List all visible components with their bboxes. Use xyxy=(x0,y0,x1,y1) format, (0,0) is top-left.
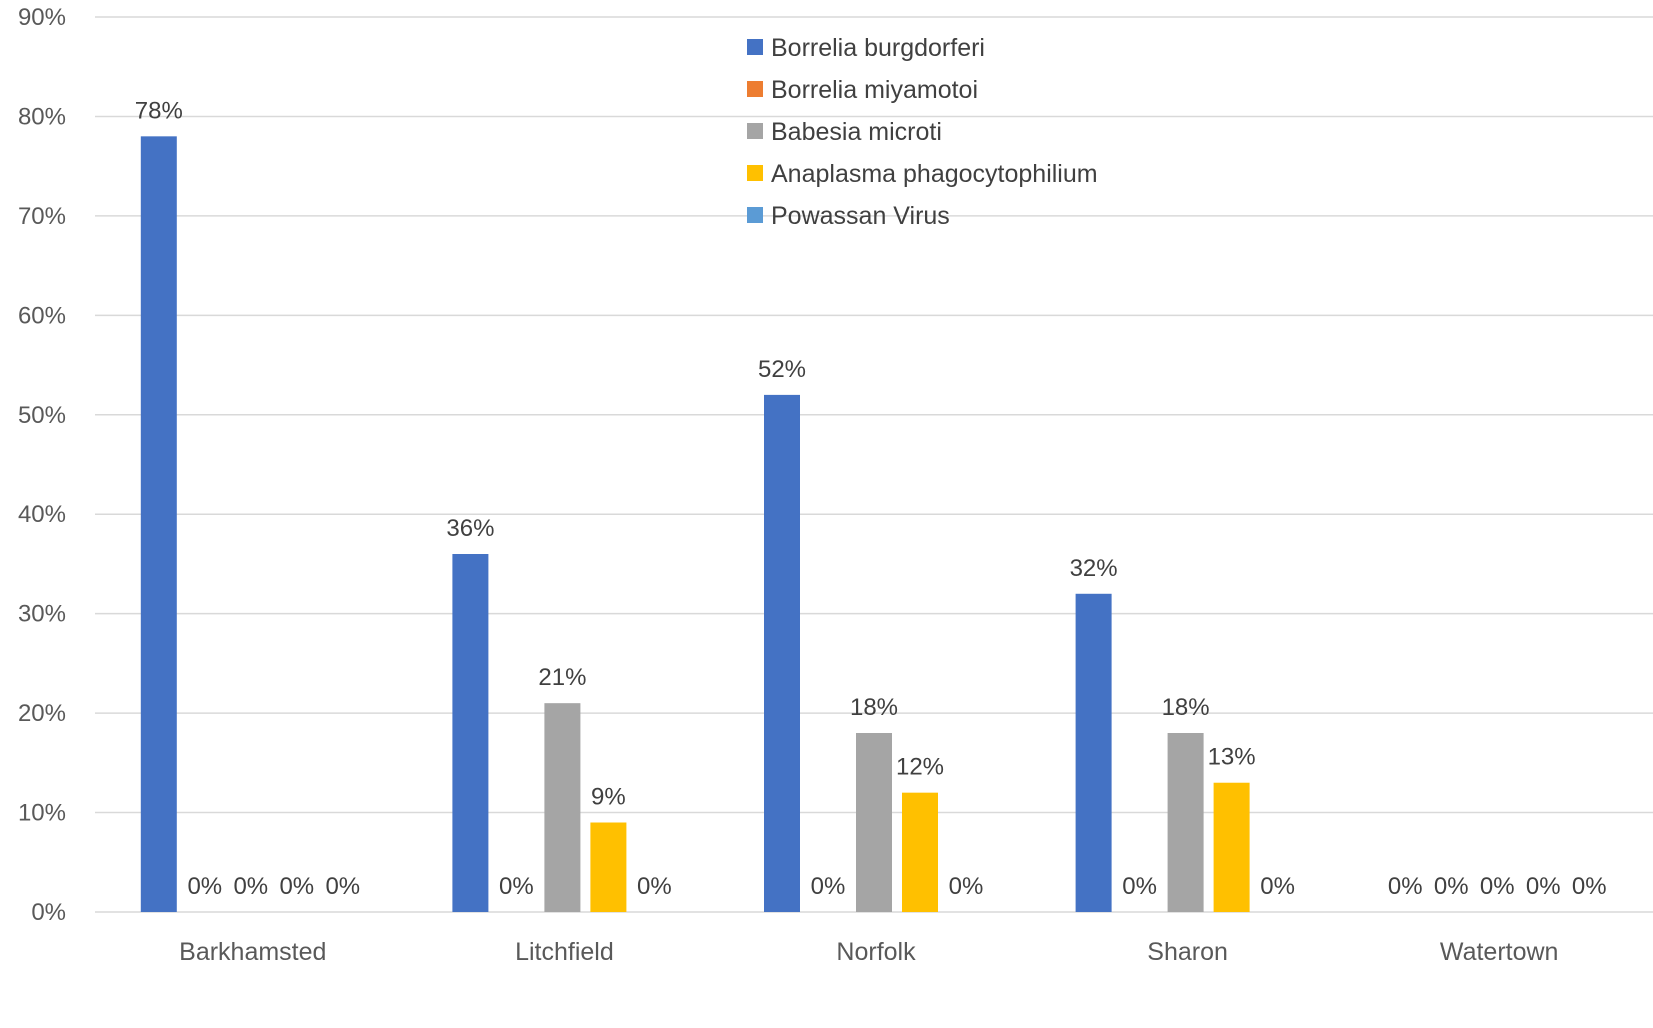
bar xyxy=(902,792,938,912)
data-label: 21% xyxy=(538,664,586,691)
data-label: 0% xyxy=(1526,873,1561,900)
legend-label: Anaplasma phagocytophilium xyxy=(771,160,1098,188)
y-tick-label: 40% xyxy=(18,501,66,528)
legend-label: Borrelia burgdorferi xyxy=(771,34,985,62)
legend-swatch xyxy=(747,39,763,55)
legend-swatch xyxy=(747,207,763,223)
data-label: 18% xyxy=(850,694,898,721)
bar xyxy=(590,822,627,912)
y-tick-label: 70% xyxy=(18,203,66,230)
data-label: 0% xyxy=(279,873,314,900)
data-label: 0% xyxy=(1388,873,1423,900)
legend-swatch xyxy=(747,81,763,97)
y-tick-label: 10% xyxy=(18,800,66,827)
data-label: 52% xyxy=(758,356,806,383)
bar xyxy=(856,733,892,912)
y-tick-label: 60% xyxy=(18,302,66,329)
data-label: 32% xyxy=(1070,555,1118,582)
bar xyxy=(140,136,177,913)
x-tick-label: Litchfield xyxy=(515,938,614,966)
data-label: 12% xyxy=(896,754,944,781)
y-tick-label: 30% xyxy=(18,601,66,628)
data-label: 0% xyxy=(499,873,534,900)
x-tick-label: Watertown xyxy=(1440,938,1559,966)
data-label: 0% xyxy=(233,873,268,900)
data-label: 0% xyxy=(949,873,984,900)
data-label: 0% xyxy=(325,873,360,900)
data-label: 0% xyxy=(637,873,672,900)
data-label: 78% xyxy=(135,97,183,124)
bar xyxy=(544,703,581,912)
data-label: 0% xyxy=(1480,873,1515,900)
legend-label: Borrelia miyamotoi xyxy=(771,76,978,104)
bar xyxy=(452,554,489,912)
data-label: 18% xyxy=(1162,694,1210,721)
data-label: 0% xyxy=(811,873,846,900)
data-label: 0% xyxy=(187,873,222,900)
bar xyxy=(1167,733,1204,912)
data-label: 0% xyxy=(1260,873,1295,900)
x-tick-label: Sharon xyxy=(1147,938,1228,966)
data-label: 9% xyxy=(591,784,626,811)
y-tick-label: 80% xyxy=(18,103,66,130)
x-tick-label: Barkhamsted xyxy=(179,938,326,966)
y-tick-label: 0% xyxy=(31,899,66,926)
bar xyxy=(1075,593,1112,912)
data-label: 0% xyxy=(1122,873,1157,900)
x-tick-label: Norfolk xyxy=(836,938,916,966)
legend-label: Powassan Virus xyxy=(771,202,950,230)
bar xyxy=(1213,782,1250,912)
legend-label: Babesia microti xyxy=(771,118,942,146)
y-tick-label: 90% xyxy=(18,4,66,31)
data-label: 0% xyxy=(1434,873,1469,900)
data-label: 13% xyxy=(1208,744,1256,771)
y-tick-label: 20% xyxy=(18,700,66,727)
data-label: 36% xyxy=(446,515,494,542)
y-tick-label: 50% xyxy=(18,402,66,429)
data-label: 0% xyxy=(1572,873,1607,900)
legend-swatch xyxy=(747,165,763,181)
bar xyxy=(764,394,800,912)
legend-swatch xyxy=(747,123,763,139)
